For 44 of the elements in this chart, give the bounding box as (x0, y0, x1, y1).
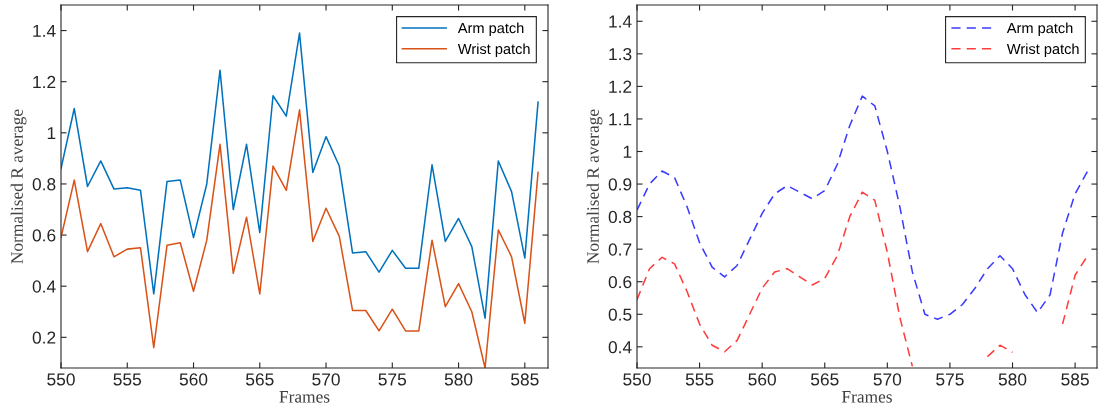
y-tick-label: 1.3 (609, 48, 632, 61)
x-tick-label: 565 (245, 373, 274, 386)
x-tick-label: 560 (748, 373, 776, 386)
x-tick-label: 580 (444, 373, 473, 386)
y-tick-label: 0.4 (608, 341, 632, 354)
x-axis-title: Frames (279, 391, 330, 403)
y-tick-label: 0.8 (32, 178, 56, 191)
x-tick-label: 575 (936, 373, 964, 386)
y-tick-label: 0.2 (32, 331, 56, 344)
x-tick-label: 575 (378, 373, 407, 386)
line-series (637, 95, 1089, 320)
y-tick-label: 0.6 (608, 275, 632, 289)
legend-label: Wrist patch (457, 43, 530, 57)
y-tick-label: 0.4 (32, 280, 56, 293)
y-tick-label: 1 (623, 145, 632, 158)
y-tick-label: 1.4 (609, 15, 632, 28)
legend-label: Arm patch (1006, 22, 1073, 37)
x-tick-label: 565 (810, 373, 839, 386)
x-tick-label: 555 (685, 373, 714, 386)
y-tick-label: 1.1 (609, 113, 632, 126)
x-tick-label: 555 (113, 373, 142, 386)
legend-label: Arm patch (457, 22, 524, 37)
y-tick-label: 0.8 (608, 210, 632, 224)
x-tick-label: 585 (511, 373, 539, 386)
legend-label: Wrist patch (1006, 43, 1079, 57)
x-axis-title: Frames (841, 391, 892, 403)
x-tick-label: 560 (179, 373, 208, 386)
x-tick-label: 570 (873, 373, 902, 386)
y-tick-label: 0.9 (608, 178, 632, 191)
x-tick-label: 550 (47, 373, 75, 386)
y-tick-label: 0.7 (608, 243, 632, 256)
y-axis-title: Normalised R average (10, 109, 27, 264)
line-series (61, 109, 539, 368)
x-tick-label: 550 (623, 373, 651, 386)
y-tick-label: 1.2 (33, 75, 56, 88)
x-tick-label: 570 (312, 373, 340, 386)
y-tick-label: 0.5 (608, 308, 632, 321)
y-tick-label: 1.4 (33, 24, 56, 37)
y-axis-title: Normalised R average (586, 109, 603, 264)
x-tick-label: 585 (1061, 373, 1089, 386)
y-tick-label: 1 (47, 127, 56, 140)
y-tick-label: 1.2 (609, 80, 632, 93)
x-tick-label: 580 (998, 373, 1027, 386)
y-tick-label: 0.6 (32, 229, 56, 242)
